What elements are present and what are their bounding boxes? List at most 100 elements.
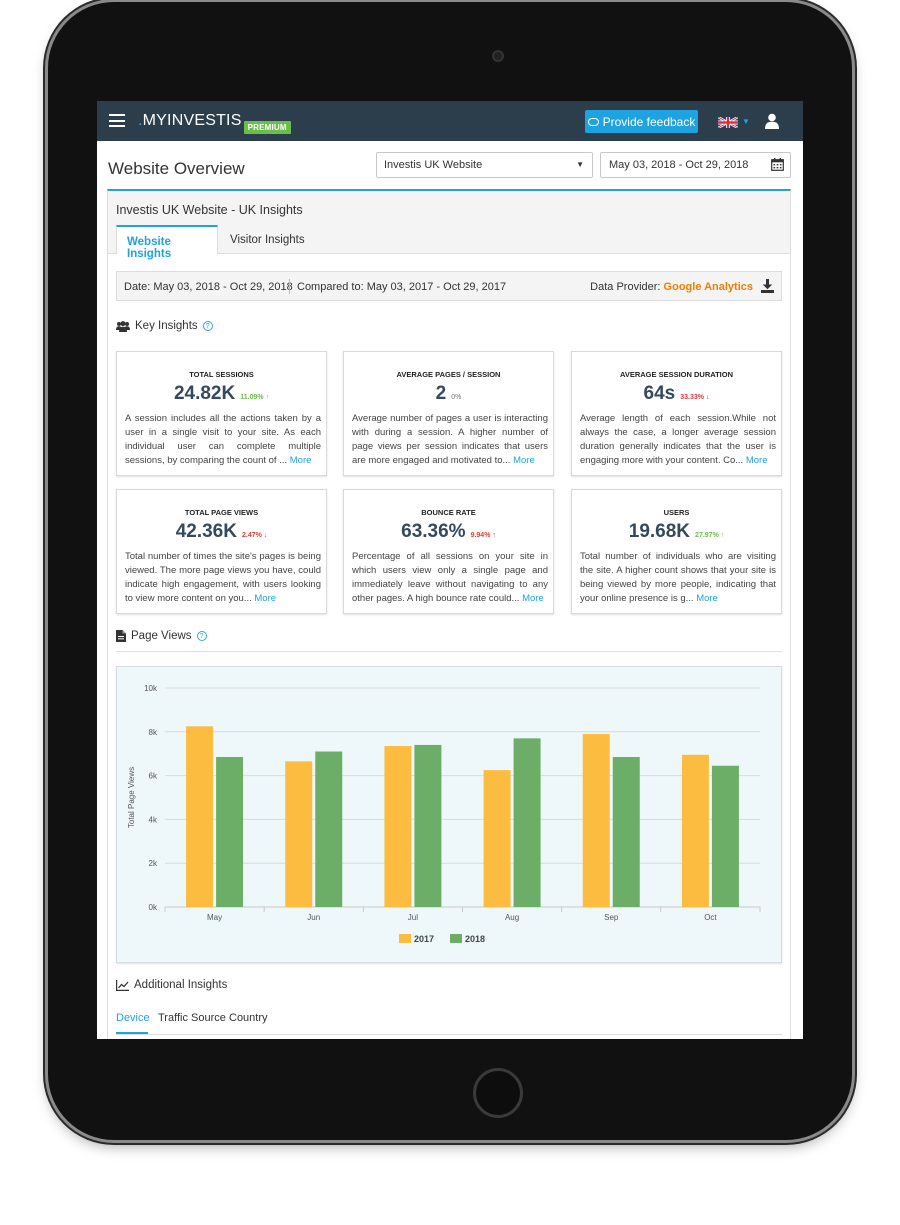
uk-flag-icon[interactable]	[718, 117, 738, 128]
card-label: AVERAGE SESSION DURATION	[619, 370, 734, 379]
provide-feedback-button[interactable]: Provide feedback	[585, 110, 698, 133]
x-tick-label: Jul	[408, 913, 418, 922]
more-link[interactable]: More	[745, 455, 768, 466]
card-change: 2.47% ↓	[241, 532, 268, 539]
bar-2018-may	[216, 756, 244, 907]
insight-card-users: USERS 19.68K 27.97% ↑ Total number of ind…	[571, 489, 782, 614]
legend-label-2017: 2017	[414, 934, 434, 944]
sub-tab-divider	[116, 1034, 782, 1035]
more-link[interactable]: More	[696, 593, 718, 604]
panel-title: Investis UK Website - UK Insights	[116, 203, 303, 217]
insights-panel: Investis UK Website - UK Insights Websit…	[107, 189, 791, 1039]
feedback-label: Provide feedback	[602, 114, 696, 129]
key-insights-title: Key Insights	[135, 320, 198, 332]
home-button[interactable]	[473, 1068, 523, 1118]
app-screen: .MYINVESTIS PREMIUM Provide feedback ▼ We…	[97, 101, 803, 1039]
bar-2017-jun	[285, 761, 313, 907]
tab-device[interactable]: Device	[116, 1012, 150, 1024]
card-description: Average number of pages a user is intera…	[352, 413, 548, 466]
y-tick-label: 4k	[149, 815, 158, 824]
app-logo[interactable]: .MYINVESTIS PREMIUM	[138, 112, 291, 134]
y-tick-label: 10k	[144, 684, 158, 693]
page-views-chart: 0k 2k 4k 6k 8k 10k Total Page Views May Jun Jul Au…	[116, 666, 782, 963]
logo-dot: .	[138, 112, 143, 129]
page-views-chart-svg: 0k 2k 4k 6k 8k 10k Total Page Views May Jun Jul Au…	[127, 684, 761, 944]
legend-swatch-2017	[399, 934, 411, 943]
active-tab-indicator	[116, 1032, 148, 1034]
date-range-picker[interactable]: May 03, 2018 - Oct 29, 2018	[600, 152, 791, 178]
data-provider-name: Google Analytics	[663, 281, 753, 293]
key-insights-heading: Key Insights ?	[116, 320, 213, 332]
current-date-range: Date: May 03, 2018 - Oct 29, 2018	[124, 281, 293, 293]
panel-header: Investis UK Website - UK Insights Websit…	[108, 191, 790, 260]
more-link[interactable]: More	[289, 455, 312, 466]
bar-2017-may	[186, 726, 214, 907]
card-description: A session includes all the actions taken…	[125, 413, 321, 466]
card-description: Total number of individuals who are visi…	[580, 551, 776, 604]
logo-text: MYINVESTIS	[142, 112, 242, 129]
insight-card-average-session-duration: AVERAGE SESSION DURATION 64s 33.33% ↓ Ave…	[571, 351, 782, 476]
x-tick-label: Jun	[307, 913, 320, 922]
card-value: 42.36K	[175, 521, 237, 542]
users-group-icon	[116, 320, 130, 332]
legend-label-2018: 2018	[465, 934, 485, 944]
page-views-title: Page Views	[131, 630, 192, 642]
camera-icon	[492, 50, 504, 62]
card-label: BOUNCE RATE	[421, 508, 476, 517]
download-icon[interactable]	[761, 279, 774, 293]
section-divider	[116, 651, 782, 652]
line-chart-icon	[116, 979, 129, 991]
bar-2018-sep	[612, 756, 640, 907]
card-label: AVERAGE PAGES / SESSION	[396, 370, 501, 379]
y-axis-title: Total Page Views	[127, 767, 136, 828]
bar-2018-jun	[315, 751, 343, 907]
site-select[interactable]: Investis UK Website ▼	[376, 152, 593, 178]
top-navbar: .MYINVESTIS PREMIUM Provide feedback ▼	[97, 101, 803, 141]
divider	[289, 279, 290, 294]
more-link[interactable]: More	[254, 593, 277, 604]
tab-visitor-insights[interactable]: Visitor Insights	[230, 234, 305, 246]
y-tick-label: 8k	[149, 728, 158, 737]
x-tick-label: Aug	[505, 913, 519, 922]
help-icon[interactable]: ?	[202, 321, 213, 331]
help-icon[interactable]: ?	[196, 631, 207, 641]
insight-card-total-sessions: TOTAL SESSIONS 24.82K 11.09% ↑ A session …	[116, 351, 327, 476]
insight-card-total-page-views: TOTAL PAGE VIEWS 42.36K 2.47% ↓ Total num…	[116, 489, 327, 614]
user-icon[interactable]	[765, 113, 779, 129]
additional-insights-heading: Additional Insights	[116, 979, 227, 991]
more-link[interactable]: More	[513, 455, 535, 466]
bar-2017-jul	[384, 746, 412, 907]
legend-swatch-2018	[450, 934, 462, 943]
tab-website-insights[interactable]: Website Insights	[116, 225, 218, 260]
document-icon	[116, 630, 126, 642]
language-caret-icon[interactable]: ▼	[742, 117, 750, 126]
card-value: 64s	[643, 383, 676, 404]
additional-insights-title: Additional Insights	[134, 979, 228, 991]
card-change: 11.09% ↑	[240, 394, 270, 401]
card-change: 0%	[451, 394, 462, 401]
y-tick-label: 6k	[149, 772, 158, 781]
more-link[interactable]: More	[522, 593, 544, 604]
card-label: TOTAL PAGE VIEWS	[184, 508, 259, 517]
page-title: Website Overview	[108, 159, 245, 178]
hamburger-menu-icon[interactable]	[109, 114, 125, 127]
x-tick-label: Sep	[604, 913, 619, 922]
card-value: 24.82K	[173, 383, 236, 404]
card-label: USERS	[663, 508, 690, 517]
x-tick-label: Oct	[704, 913, 717, 922]
chat-bubble-icon	[587, 117, 599, 126]
card-value: 2	[435, 383, 447, 404]
bar-2017-sep	[582, 733, 610, 907]
tab-country[interactable]: Country	[229, 1012, 268, 1024]
bar-2018-jul	[414, 744, 442, 907]
calendar-icon[interactable]	[771, 158, 784, 171]
chevron-down-icon: ▼	[576, 160, 584, 169]
card-description: Total number of times the site's pages i…	[125, 551, 321, 604]
insight-card-average-pages-session: AVERAGE PAGES / SESSION 2 0% Average numb…	[343, 351, 554, 476]
card-change: 27.97% ↑	[695, 532, 725, 539]
premium-badge: PREMIUM	[243, 121, 291, 134]
tab-traffic-source[interactable]: Traffic Source	[158, 1012, 226, 1024]
data-provider: Data Provider: Google Analytics	[590, 281, 753, 293]
page-views-heading: Page Views ?	[116, 630, 207, 642]
bar-2018-aug	[513, 738, 541, 907]
